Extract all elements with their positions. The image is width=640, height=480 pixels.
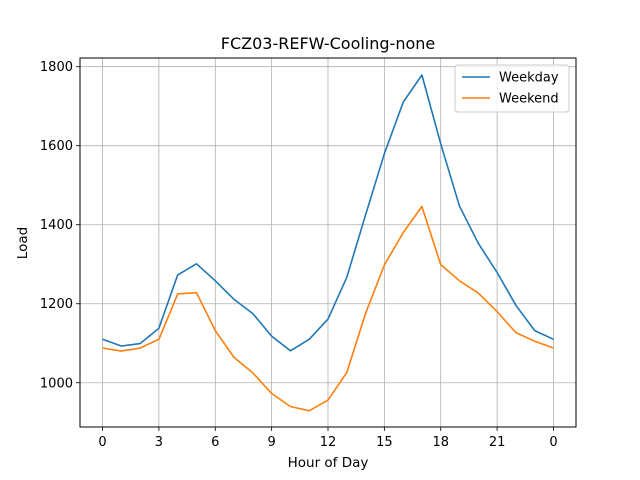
y-tick-label: 1200	[40, 297, 73, 312]
x-tick-label: 9	[267, 435, 275, 450]
x-tick-label: 0	[549, 435, 557, 450]
x-axis-ticks: 0 3 6 9 12 15 18 21 0	[98, 427, 557, 450]
x-axis-label: Hour of Day	[288, 455, 369, 471]
x-tick-label: 18	[432, 435, 449, 450]
y-tick-label: 1800	[40, 60, 73, 75]
x-tick-label: 6	[211, 435, 219, 450]
y-tick-label: 1600	[40, 139, 73, 154]
y-axis-label: Load	[15, 227, 31, 259]
x-tick-label: 3	[155, 435, 163, 450]
y-tick-label: 1400	[40, 218, 73, 233]
y-axis-ticks: 1000 1200 1400 1600 1800	[40, 60, 80, 391]
x-tick-label: 12	[320, 435, 337, 450]
legend-label-weekday: Weekday	[499, 71, 559, 86]
legend-label-weekend: Weekend	[499, 92, 559, 107]
x-tick-label: 0	[98, 435, 106, 450]
y-tick-label: 1000	[40, 376, 73, 391]
chart-title: FCZ03-REFW-Cooling-none	[221, 34, 435, 53]
x-tick-label: 21	[489, 435, 506, 450]
x-tick-label: 15	[376, 435, 393, 450]
legend: Weekday Weekend	[455, 65, 569, 112]
